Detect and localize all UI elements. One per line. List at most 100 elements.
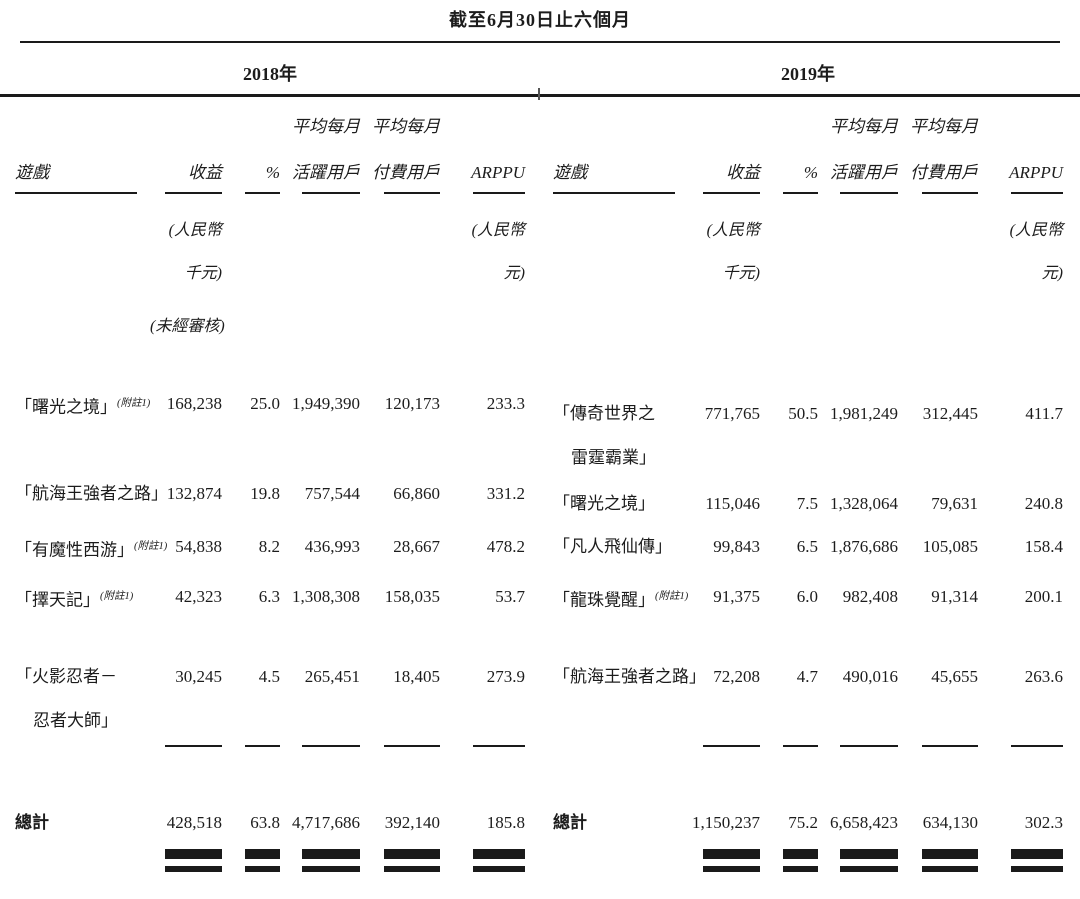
revenue-unit-line2: 千元) [722,265,760,282]
game-name-cell: 「傳奇世界之雷霆霸業」 [553,399,688,473]
total-mau: 4,717,686 [292,813,360,832]
panel-2019: 平均每月 平均每月 遊戲 收益 % 活躍用戶 付費用戶 ARPPU (人民幣 (… [553,100,1063,899]
mau-value: 982,408 [842,587,898,606]
revenue-unit-line1: (人民幣 [168,222,222,239]
column-headers-upper: 平均每月 平均每月 [553,112,1063,142]
game-name: 「有魔性西游」 [15,540,134,560]
game-name-cell: 「火影忍者－ 忍者大師」 [15,662,150,736]
arppu-value: 240.8 [1024,494,1063,513]
game-header: 遊戲 [15,163,49,182]
mau-value: 1,328,064 [830,494,898,513]
revenue-value: 42,323 [175,587,222,606]
mau-value: 1,308,308 [292,587,360,606]
column-headers-upper: 平均每月 平均每月 [15,112,525,142]
total-percent: 75.2 [788,813,818,832]
center-divider-tick [538,88,540,100]
column-headers: 遊戲 收益 % 活躍用戶 付費用戶 ARPPU [15,158,525,188]
arppu-value: 53.7 [495,587,525,606]
year-header-2018: 2018年 [243,64,297,84]
arppu-value: 233.3 [486,394,525,413]
percent-value: 50.5 [788,404,818,423]
mpu-value: 158,035 [384,587,440,606]
table-row: 「曙光之境」(附註1) 168,238 25.0 1,949,390 120,1… [15,389,525,423]
total-label: 總計 [553,813,587,832]
top-rule [20,41,1060,43]
unit-row-1: (人民幣 (人民幣 [15,216,525,246]
percent-value: 4.5 [258,667,280,686]
mpu-value: 105,085 [922,537,978,556]
revenue-value: 99,843 [713,537,760,556]
revenue-value: 72,208 [713,667,760,686]
mpu-value: 120,173 [384,394,440,413]
game-header: 遊戲 [553,163,587,182]
total-arppu: 185.8 [486,813,525,832]
game-name: 「航海王強者之路」 [553,667,706,686]
total-arppu: 302.3 [1024,813,1063,832]
game-name-cell: 「航海王強者之路」 [15,479,168,509]
unaudited-label: (未經審核) [150,318,225,335]
percent-value: 8.2 [258,537,280,556]
mpu-header-line2: 付費用戶 [372,163,440,182]
mau-value: 757,544 [304,484,360,503]
revenue-value: 91,375 [713,587,760,606]
header-rule [0,94,1080,97]
unit-row-3: (未經審核) [15,312,525,342]
panel-2018: 平均每月 平均每月 遊戲 收益 % 活躍用戶 付費用戶 ARPPU (人民幣 (… [15,100,525,899]
game-name: 「曙光之境」 [553,494,655,513]
mau-value: 436,993 [304,537,360,556]
data-rows: 「傳奇世界之 雷霆霸業」 771,765 50.5 1,981,249 312,4… [553,100,1063,899]
mau-header-line1: 平均每月 [292,117,360,136]
table-row: 「曙光之境」 115,046 7.5 1,328,064 79,631 240.… [553,489,1063,519]
arppu-unit-line1: (人民幣 [471,222,525,239]
arppu-unit-line2: 元) [1041,265,1063,282]
total-row: 總計 428,518 63.8 4,717,686 392,140 185.8 [15,808,525,838]
game-name-cell: 「擇天記」(附註1) [15,582,150,616]
mpu-header-line1: 平均每月 [910,117,978,136]
percent-header: % [803,163,818,182]
total-revenue: 1,150,237 [692,813,760,832]
revenue-unit-line2: 千元) [184,265,222,282]
subtotal-underlines [553,745,1063,747]
mpu-value: 91,314 [931,587,978,606]
percent-header: % [265,163,280,182]
arppu-header: ARPPU [1009,163,1063,182]
game-name: 「凡人飛仙傳」 [553,537,672,556]
footnote-marker: (附註1) [134,541,168,552]
table-row: 「凡人飛仙傳」 99,843 6.5 1,876,686 105,085 158… [553,532,1063,562]
game-name: 「航海王強者之路」 [15,484,168,503]
arppu-unit-line2: 元) [503,265,525,282]
data-rows: 「曙光之境」(附註1) 168,238 25.0 1,949,390 120,1… [15,100,525,899]
unit-row-2: 千元) 元) [553,259,1063,289]
arppu-unit-line1: (人民幣 [1009,222,1063,239]
arppu-value: 331.2 [486,484,525,503]
game-name: 「曙光之境」 [15,397,117,417]
revenue-value: 771,765 [704,404,760,423]
mpu-value: 79,631 [931,494,978,513]
game-name-cell: 「航海王強者之路」 [553,662,706,692]
arppu-value: 263.6 [1024,667,1063,686]
total-double-rule-upper [15,849,525,859]
total-label: 總計 [15,813,49,832]
table-row: 「擇天記」(附註1) 42,323 6.3 1,308,308 158,035 … [15,582,525,616]
percent-value: 4.7 [796,667,818,686]
revenue-header: 收益 [726,163,760,182]
total-mpu: 392,140 [384,813,440,832]
game-name: 「傳奇世界之 [553,404,655,423]
revenue-value: 54,838 [175,537,222,556]
column-underlines [15,192,525,194]
game-name-cell: 「有魔性西游」(附註1) [15,532,167,566]
arppu-header: ARPPU [471,163,525,182]
total-mpu: 634,130 [922,813,978,832]
unit-row-2: 千元) 元) [15,259,525,289]
total-row: 總計 1,150,237 75.2 6,658,423 634,130 302.… [553,808,1063,838]
total-double-rule-lower [553,866,1063,872]
table-row: 「傳奇世界之 雷霆霸業」 771,765 50.5 1,981,249 312,4… [553,399,1063,473]
mau-value: 1,981,249 [830,404,898,423]
table-row: 「龍珠覺醒」(附註1) 91,375 6.0 982,408 91,314 20… [553,582,1063,616]
mpu-value: 18,405 [393,667,440,686]
total-revenue: 428,518 [166,813,222,832]
revenue-unit-line1: (人民幣 [706,222,760,239]
game-name: 雷霆霸業」 [571,448,656,467]
footnote-marker: (附註1) [117,398,151,409]
arppu-value: 478.2 [486,537,525,556]
